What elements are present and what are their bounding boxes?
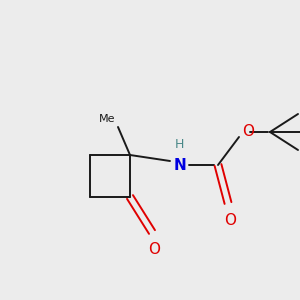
- Text: Me: Me: [98, 114, 115, 124]
- Text: H: H: [174, 138, 184, 151]
- Text: O: O: [242, 124, 254, 140]
- Text: O: O: [224, 213, 236, 228]
- Text: O: O: [148, 242, 160, 257]
- Text: N: N: [174, 158, 186, 172]
